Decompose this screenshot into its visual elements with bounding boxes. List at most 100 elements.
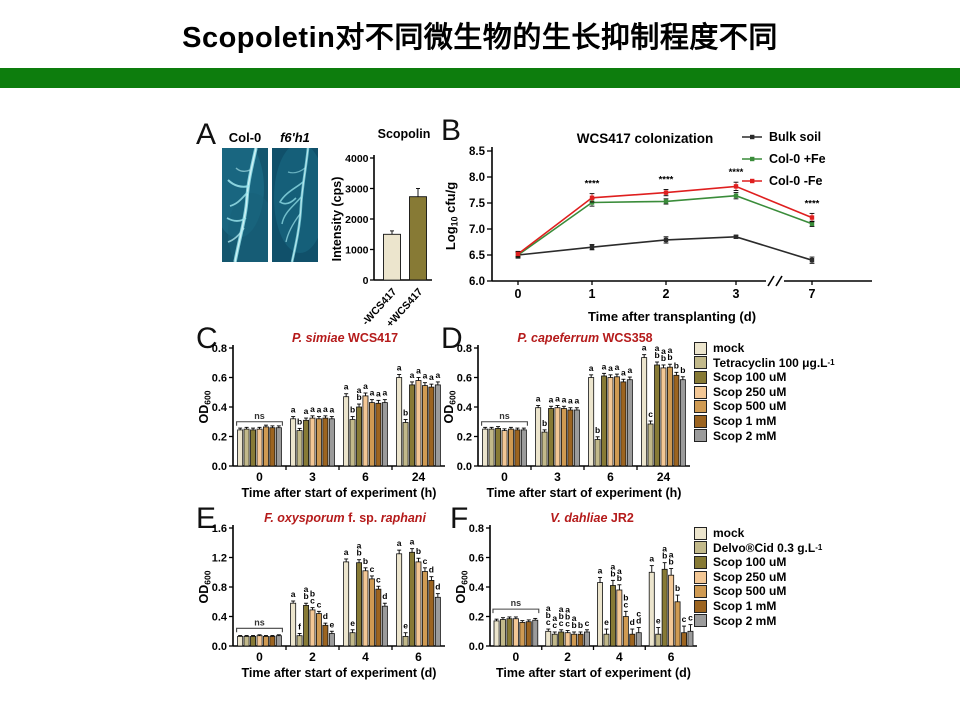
svg-text:0.6: 0.6 xyxy=(457,372,472,384)
legend-swatch xyxy=(694,341,707,355)
root-image-label-f6h1: f6'h1 xyxy=(280,130,310,145)
svg-text:e: e xyxy=(604,617,609,627)
legend-item: Tetracyclin 100 μg.L -1 xyxy=(694,356,835,371)
svg-text:c: c xyxy=(376,574,381,584)
root-fluorescence-image-col0 xyxy=(222,148,268,262)
svg-text:OD600: OD600 xyxy=(454,570,470,603)
svg-text:0.2: 0.2 xyxy=(212,431,227,443)
svg-text:0: 0 xyxy=(513,650,520,664)
legend-swatch xyxy=(694,414,707,428)
legend-label: Scop 2 mM xyxy=(713,428,777,443)
svg-text:Bulk soil: Bulk soil xyxy=(769,130,821,144)
svg-text:OD600: OD600 xyxy=(197,390,213,423)
svg-text:b: b xyxy=(669,557,674,567)
svg-text:a: a xyxy=(598,565,603,575)
svg-text:a: a xyxy=(397,363,402,373)
legend-item: Delvo®Cid 0.3 g.L -1 xyxy=(694,541,822,556)
svg-text:a: a xyxy=(669,550,674,560)
svg-text:3: 3 xyxy=(309,470,316,484)
svg-text:2: 2 xyxy=(564,650,571,664)
legend-item: Scop 2 mM xyxy=(694,614,822,629)
svg-text:1000: 1000 xyxy=(345,244,369,256)
svg-text:3: 3 xyxy=(554,470,561,484)
svg-text:e: e xyxy=(403,621,408,631)
legend-item: Scop 1 mM xyxy=(694,599,822,614)
svg-text:b: b xyxy=(680,365,685,375)
svg-text:1.2: 1.2 xyxy=(212,552,227,564)
svg-text:6: 6 xyxy=(362,470,369,484)
svg-text:Col-0 +Fe: Col-0 +Fe xyxy=(769,152,826,166)
svg-text:8.5: 8.5 xyxy=(469,146,486,158)
svg-text:f: f xyxy=(298,621,301,631)
svg-text:b: b xyxy=(674,360,679,370)
legend-item: Scop 500 uM xyxy=(694,584,822,599)
svg-text:a: a xyxy=(589,363,594,373)
svg-text:a: a xyxy=(552,613,557,623)
svg-text:F. oxysporum f. sp. raphani: F. oxysporum f. sp. raphani xyxy=(264,511,426,525)
svg-text:Time after start of experiment: Time after start of experiment (h) xyxy=(242,486,437,500)
svg-text:b: b xyxy=(356,548,361,558)
svg-text:1: 1 xyxy=(589,287,596,301)
legend-label: Scop 2 mM xyxy=(713,613,777,628)
legend-item: Scop 1 mM xyxy=(694,414,835,429)
legend-item: Scop 500 uM xyxy=(694,399,835,414)
legend-label: Scop 500 uM xyxy=(713,584,787,599)
legend-swatch xyxy=(694,400,707,414)
svg-text:a: a xyxy=(649,554,654,564)
svg-text:Time after start of experiment: Time after start of experiment (h) xyxy=(487,486,682,500)
legend-label: Scop 1 mM xyxy=(713,413,777,428)
panel-d-letter: D xyxy=(441,322,463,355)
svg-text:b: b xyxy=(565,612,570,622)
legend-label: mock xyxy=(713,526,745,540)
svg-text:0.8: 0.8 xyxy=(457,343,472,355)
legend-item: Scop 250 uM xyxy=(694,385,835,400)
svg-text:a: a xyxy=(642,343,647,353)
legend-item: Scop 100 uM xyxy=(694,555,822,570)
svg-text:b: b xyxy=(356,392,361,402)
svg-text:c: c xyxy=(688,613,693,623)
svg-text:b: b xyxy=(416,546,421,556)
panel-e-letter: E xyxy=(196,502,217,535)
svg-text:d: d xyxy=(636,616,641,626)
svg-text:a: a xyxy=(416,366,421,376)
svg-text:Time after start of experiment: Time after start of experiment (d) xyxy=(496,666,691,680)
svg-text:a: a xyxy=(310,404,315,414)
svg-text:1.6: 1.6 xyxy=(212,523,227,535)
legend-label: Delvo®Cid 0.3 g.L xyxy=(713,540,816,555)
svg-text:6: 6 xyxy=(668,650,675,664)
svg-text:0.0: 0.0 xyxy=(212,641,227,653)
svg-text:Intensity (cps): Intensity (cps) xyxy=(330,177,344,262)
legend-fungi: mock Delvo®Cid 0.3 g.L -1 Scop 100 uM Scop 2… xyxy=(694,526,822,628)
svg-text:b: b xyxy=(662,551,667,561)
svg-text:6: 6 xyxy=(607,470,614,484)
root-image-col0-art xyxy=(222,148,268,262)
svg-text:a: a xyxy=(370,388,375,398)
svg-text:a: a xyxy=(410,370,415,380)
slide-title: Scopoletin对不同微生物的生长抑制程度不同 xyxy=(182,22,778,54)
legend-swatch xyxy=(694,541,707,555)
legend-swatch xyxy=(694,385,707,399)
svg-text:OD600: OD600 xyxy=(442,390,458,423)
svg-text:b: b xyxy=(571,620,576,630)
legend-item: Scop 100 uM xyxy=(694,370,835,385)
svg-text:a: a xyxy=(329,405,334,415)
svg-text:a: a xyxy=(549,394,554,404)
svg-text:Scopolin: Scopolin xyxy=(378,127,431,141)
legend-swatch xyxy=(694,526,707,540)
legend-item: Scop 2 mM xyxy=(694,429,835,444)
svg-text:b: b xyxy=(667,352,672,362)
svg-text:a: a xyxy=(574,396,579,406)
svg-text:a: a xyxy=(602,361,607,371)
svg-text:6.0: 6.0 xyxy=(469,276,485,288)
root-fluorescence-image-f6h1 xyxy=(272,148,318,262)
svg-text:b: b xyxy=(610,568,615,578)
svg-text:a: a xyxy=(611,561,616,571)
svg-text:d: d xyxy=(382,591,387,601)
svg-text:c: c xyxy=(636,609,641,619)
svg-text:ns: ns xyxy=(254,617,265,627)
svg-text:c: c xyxy=(317,599,322,609)
svg-text:a: a xyxy=(304,406,309,416)
